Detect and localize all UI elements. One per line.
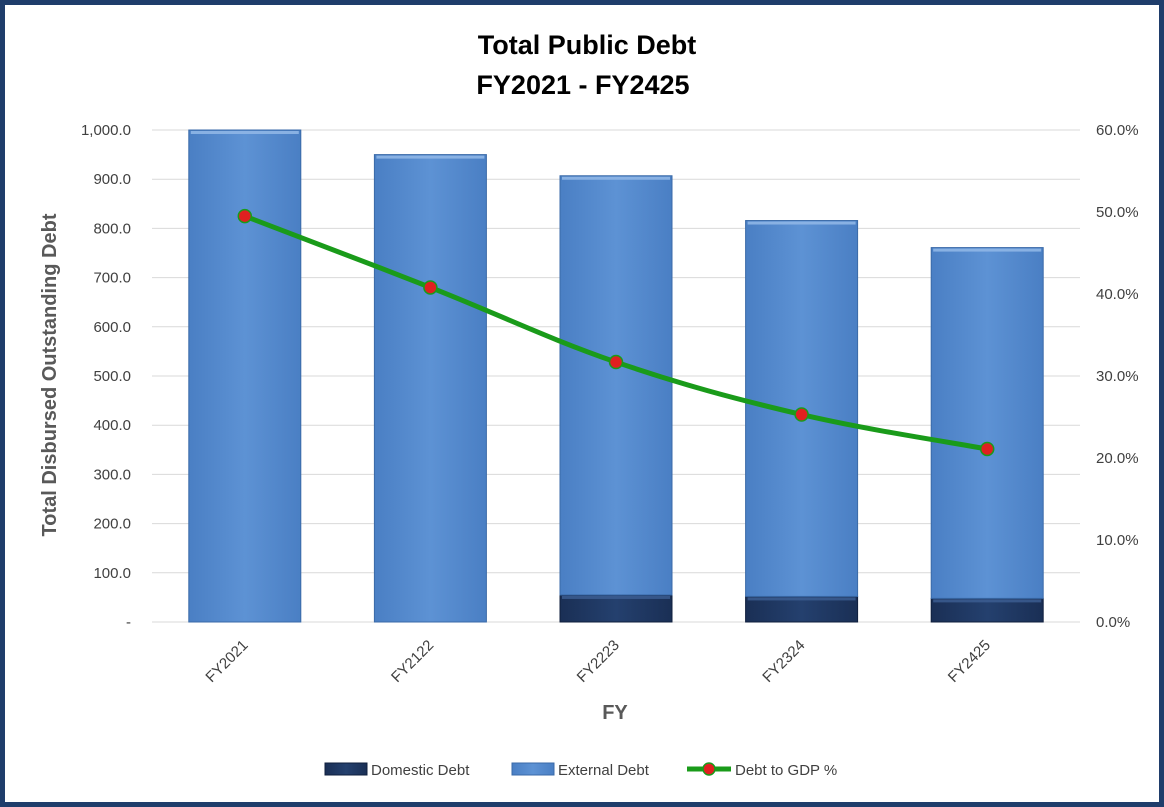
y-tick-label: 200.0 (93, 516, 131, 533)
x-tick-label: FY2223 (574, 637, 623, 686)
bar-external-highlight (933, 248, 1042, 252)
debt-to-gdp-point (423, 280, 438, 295)
bar-external-highlight (376, 155, 485, 159)
bar-domestic-highlight (747, 597, 856, 601)
x-axis-title: FY (602, 702, 628, 724)
y-tick-label: 300.0 (93, 466, 131, 483)
y-axis-title: Total Disbursed Outstanding Debt (39, 213, 61, 536)
y2-tick-label: 50.0% (1096, 204, 1139, 221)
y-tick-label: 1,000.0 (81, 122, 131, 139)
x-tick-label: FY2324 (759, 637, 808, 686)
bar-external-debt (559, 175, 673, 596)
legend-label-domestic: Domestic Debt (371, 762, 470, 779)
bar-external-highlight (747, 221, 856, 225)
debt-to-gdp-point (794, 407, 809, 422)
bar-external-debt (373, 154, 487, 623)
y-tick-label: 500.0 (93, 368, 131, 385)
x-tick-label: FY2021 (202, 637, 251, 686)
legend-item-external[interactable]: External Debt (511, 762, 650, 779)
debt-to-gdp-point (608, 354, 624, 370)
y2-tick-label: 60.0% (1096, 122, 1139, 139)
legend-label-debt-gdp: Debt to GDP % (735, 762, 837, 779)
legend-label-external: External Debt (558, 762, 650, 779)
x-axis-ticks: FY2021 FY2122 FY2223 FY2324 FY2425 (202, 637, 994, 686)
bar-domestic-debt (559, 594, 673, 623)
y2-tick-label: 20.0% (1096, 450, 1139, 467)
legend-swatch-domestic (324, 762, 368, 776)
chart-title: Total Public Debt (478, 30, 697, 60)
y-tick-label: 900.0 (93, 171, 131, 188)
y-tick-label: 100.0 (93, 565, 131, 582)
bar-external-debt (188, 129, 302, 623)
bar-external-highlight (562, 176, 670, 180)
legend-item-domestic[interactable]: Domestic Debt (324, 762, 470, 779)
bar-domestic-highlight (933, 599, 1042, 603)
y2-tick-label: 0.0% (1096, 614, 1130, 631)
y2-tick-label: 40.0% (1096, 286, 1139, 303)
debt-to-gdp-line (237, 208, 995, 457)
legend-swatch-external (511, 762, 555, 776)
y2-tick-label: 10.0% (1096, 532, 1139, 549)
legend: Domestic Debt External Debt Debt to GDP … (324, 762, 837, 779)
y-tick-label: 600.0 (93, 319, 131, 336)
bar-external-highlight (190, 131, 299, 134)
debt-to-gdp-point (979, 441, 995, 457)
x-tick-label: FY2122 (388, 637, 437, 686)
y-tick-label: 800.0 (93, 220, 131, 237)
debt-to-gdp-point (237, 208, 253, 224)
y-tick-label: - (126, 614, 131, 631)
y-tick-label: 400.0 (93, 417, 131, 434)
y2-tick-label: 30.0% (1096, 368, 1139, 385)
bar-domestic-highlight (562, 595, 670, 599)
y-axis-ticks: - 100.0 200.0 300.0 400.0 500.0 600.0 700.0 800.… (81, 122, 131, 631)
bar-external-debt (930, 247, 1044, 599)
chart-subtitle: FY2021 - FY2425 (476, 70, 689, 100)
legend-item-debt-gdp[interactable]: Debt to GDP % (687, 762, 837, 779)
legend-marker-debt-gdp (702, 762, 716, 776)
y-tick-label: 700.0 (93, 270, 131, 287)
y2-axis-ticks: 0.0% 10.0% 20.0% 30.0% 40.0% 50.0% 60.0% (1096, 122, 1139, 631)
x-tick-label: FY2425 (945, 637, 994, 686)
